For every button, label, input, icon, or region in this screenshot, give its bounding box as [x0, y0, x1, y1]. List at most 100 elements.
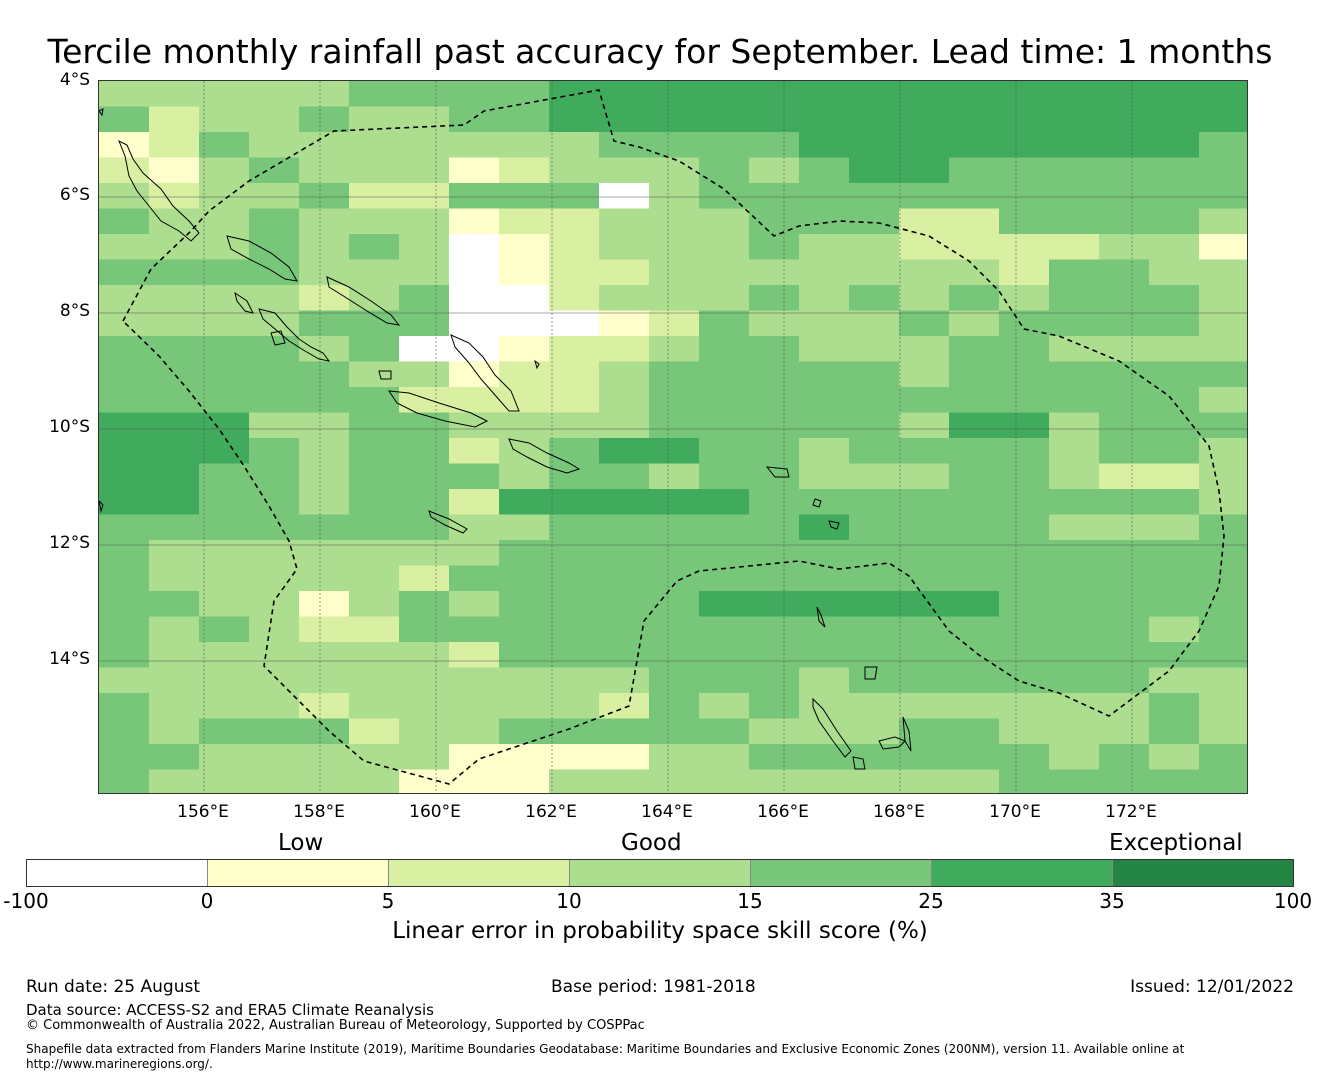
heatmap-cell — [749, 387, 800, 414]
heatmap-cell — [999, 361, 1050, 388]
heatmap-cell — [799, 106, 850, 133]
heatmap-cell — [649, 81, 700, 108]
heatmap-cell — [899, 744, 950, 771]
lon-label-164e: 164°E — [641, 802, 693, 822]
colorbar-swatch — [27, 860, 208, 886]
heatmap-cell — [749, 157, 800, 184]
heatmap-cell — [1049, 259, 1100, 286]
heatmap-cell — [249, 642, 300, 669]
heatmap-cell — [799, 463, 850, 490]
heatmap-cell — [1149, 438, 1200, 465]
heatmap-cell — [899, 132, 950, 159]
heatmap-cell — [999, 106, 1050, 133]
heatmap-cell — [849, 361, 900, 388]
heatmap-cell — [499, 744, 550, 771]
heatmap-cell — [499, 310, 550, 337]
heatmap-cell — [199, 157, 250, 184]
heatmap-cell — [849, 438, 900, 465]
heatmap-cell — [499, 387, 550, 414]
heatmap-cell — [849, 591, 900, 618]
heatmap-cell — [399, 642, 450, 669]
heatmap-cell — [999, 616, 1050, 643]
heatmap-cell — [199, 106, 250, 133]
heatmap-cell — [949, 489, 1000, 516]
heatmap-cell — [349, 744, 400, 771]
heatmap-cell — [299, 132, 350, 159]
heatmap-cell — [799, 285, 850, 312]
heatmap-cell — [1149, 132, 1200, 159]
heatmap-cell — [299, 667, 350, 694]
heatmap-cell — [799, 234, 850, 261]
heatmap-cell — [199, 234, 250, 261]
heatmap-cell — [249, 463, 300, 490]
heatmap-cell — [549, 489, 600, 516]
heatmap-cell — [599, 769, 650, 793]
heatmap-cell — [349, 208, 400, 235]
heatmap-cell — [1199, 744, 1247, 771]
heatmap-cell — [149, 336, 200, 363]
heatmap-cell — [799, 693, 850, 720]
heatmap-cell — [999, 387, 1050, 414]
heatmap-cell — [499, 591, 550, 618]
heatmap-cell — [999, 310, 1050, 337]
heatmap-cell — [649, 438, 700, 465]
heatmap-cell — [549, 718, 600, 745]
heatmap-cell — [799, 744, 850, 771]
heatmap-cell — [149, 208, 200, 235]
heatmap-cell — [249, 718, 300, 745]
heatmap-cell — [899, 387, 950, 414]
colorbar-tick: 100 — [1273, 889, 1313, 913]
heatmap-cell — [999, 285, 1050, 312]
heatmap-cell — [1049, 718, 1100, 745]
heatmap-cell — [1049, 693, 1100, 720]
heatmap-cell — [99, 514, 150, 541]
heatmap-cell — [549, 106, 600, 133]
heatmap-cell — [449, 642, 500, 669]
heatmap-cell — [1149, 208, 1200, 235]
heatmap-cell — [949, 361, 1000, 388]
heatmap-cell — [1049, 642, 1100, 669]
heatmap-cell — [949, 616, 1000, 643]
colorbar — [26, 859, 1294, 887]
heatmap-cell — [1049, 234, 1100, 261]
heatmap-cell — [649, 642, 700, 669]
heatmap-cell — [999, 718, 1050, 745]
heatmap-cell — [149, 412, 200, 439]
heatmap-cell — [599, 514, 650, 541]
heatmap-cell — [649, 285, 700, 312]
heatmap-cell — [599, 183, 650, 210]
heatmap-cell — [949, 438, 1000, 465]
heatmap-cell — [649, 361, 700, 388]
heatmap-cell — [749, 285, 800, 312]
heatmap-cell — [849, 489, 900, 516]
heatmap-cell — [249, 438, 300, 465]
heatmap-cell — [299, 438, 350, 465]
heatmap-cell — [849, 259, 900, 286]
heatmap-cell — [499, 361, 550, 388]
heatmap-cell — [149, 540, 200, 567]
heatmap-cell — [649, 412, 700, 439]
heatmap-cell — [299, 412, 350, 439]
heatmap-cell — [349, 769, 400, 793]
heatmap-cell — [549, 769, 600, 793]
heatmap-cell — [249, 157, 300, 184]
lat-label-8s: 8°S — [59, 301, 90, 321]
heatmap-cell — [949, 591, 1000, 618]
heatmap-cell — [1149, 463, 1200, 490]
heatmap-cell — [449, 463, 500, 490]
copyright: © Commonwealth of Australia 2022, Austra… — [26, 1018, 645, 1033]
heatmap-cell — [449, 769, 500, 793]
heatmap-cell — [499, 106, 550, 133]
heatmap-cell — [699, 310, 750, 337]
heatmap-cell — [1149, 234, 1200, 261]
heatmap-cell — [449, 285, 500, 312]
map-title: Tercile monthly rainfall past accuracy f… — [47, 32, 1273, 71]
heatmap-cell — [749, 591, 800, 618]
heatmap-cell — [1149, 106, 1200, 133]
heatmap-cell — [949, 565, 1000, 592]
heatmap-cell — [1099, 285, 1150, 312]
heatmap-cell — [449, 514, 500, 541]
heatmap-cell — [549, 208, 600, 235]
lon-label-166e: 166°E — [757, 802, 809, 822]
heatmap-cell — [99, 387, 150, 414]
